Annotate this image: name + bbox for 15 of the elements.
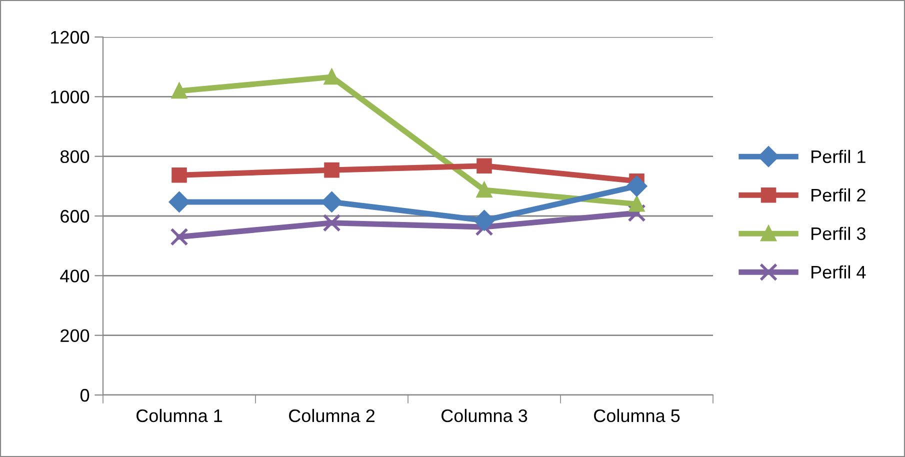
x-tick-label: Columna 5	[594, 408, 680, 422]
legend-label: Perfil 2	[812, 188, 866, 202]
y-tick-label: 1000	[51, 90, 90, 104]
y-tick-label: 0	[80, 388, 90, 402]
x-tick-label: Columna 2	[289, 408, 375, 422]
legend-label: Perfil 4	[812, 265, 866, 279]
legend-label: Perfil 1	[812, 150, 866, 164]
x-tick-label: Columna 1	[136, 408, 222, 422]
y-tick-label: 200	[60, 329, 90, 342]
y-tick-label: 400	[60, 270, 90, 282]
y-tick-label: 600	[60, 210, 90, 223]
x-tick-label: Columna 3	[442, 408, 528, 422]
legend-label: Perfil 3	[812, 226, 866, 240]
y-tick-label: 800	[60, 150, 90, 164]
y-tick-label: 1200	[51, 30, 90, 44]
